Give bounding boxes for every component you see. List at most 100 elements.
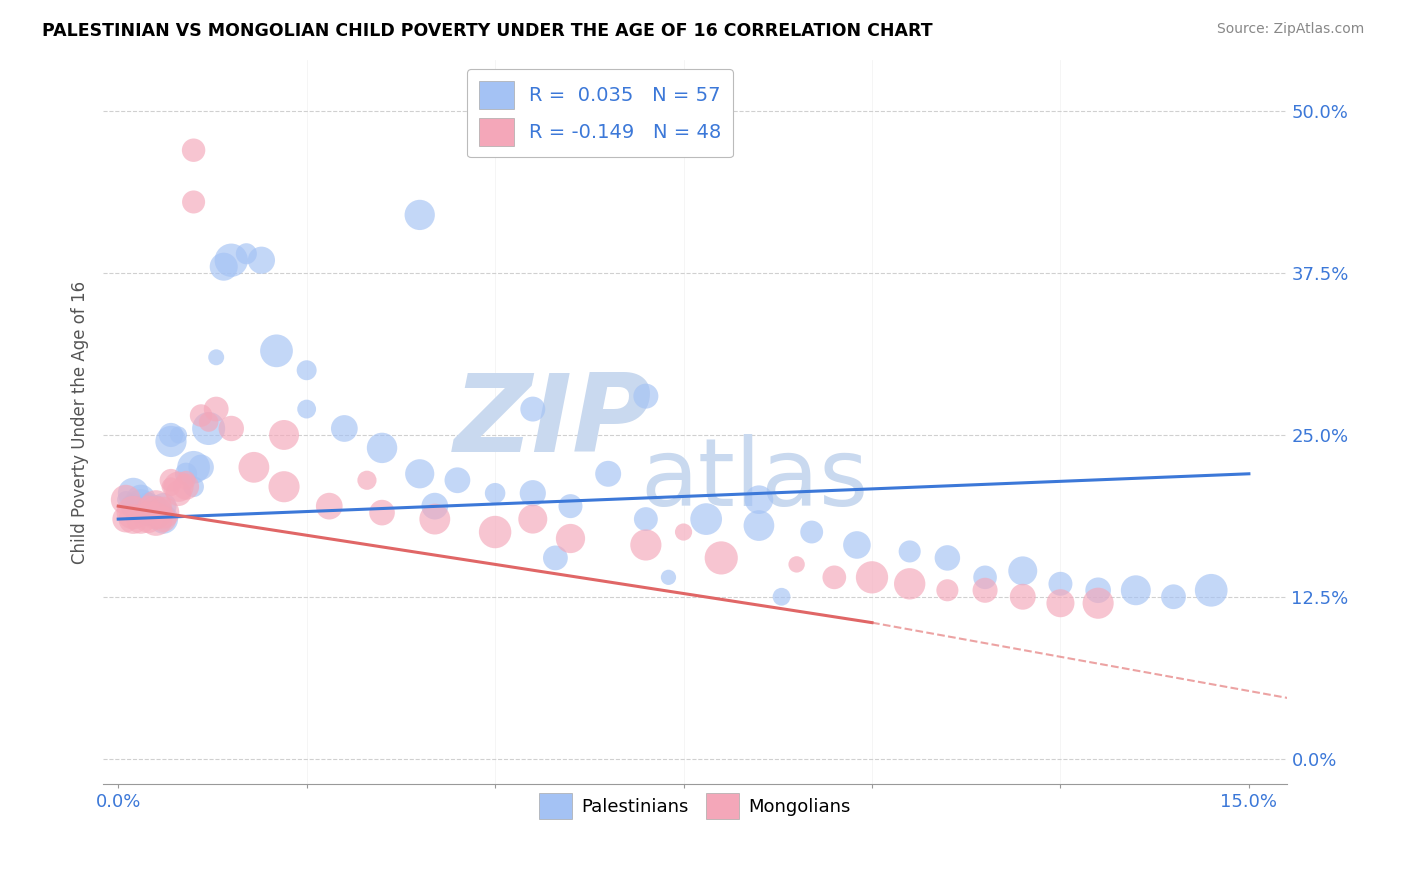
Point bbox=[1087, 583, 1109, 598]
Point bbox=[145, 512, 167, 526]
Point bbox=[695, 512, 717, 526]
Point bbox=[160, 428, 183, 442]
Text: atlas: atlas bbox=[640, 434, 868, 526]
Point bbox=[138, 512, 160, 526]
Point bbox=[183, 460, 205, 475]
Point bbox=[423, 499, 446, 513]
Point bbox=[845, 538, 868, 552]
Point bbox=[371, 441, 394, 455]
Point bbox=[1087, 596, 1109, 610]
Point bbox=[138, 506, 160, 520]
Point bbox=[634, 389, 657, 403]
Point bbox=[484, 486, 506, 500]
Point bbox=[250, 253, 273, 268]
Point bbox=[273, 428, 295, 442]
Point bbox=[446, 473, 468, 487]
Point bbox=[598, 467, 620, 481]
Point bbox=[243, 460, 266, 475]
Point bbox=[152, 512, 174, 526]
Point bbox=[1049, 576, 1071, 591]
Point bbox=[138, 499, 160, 513]
Point bbox=[122, 499, 145, 513]
Point bbox=[560, 532, 582, 546]
Point bbox=[219, 253, 242, 268]
Point bbox=[356, 473, 378, 487]
Point bbox=[152, 512, 174, 526]
Text: Source: ZipAtlas.com: Source: ZipAtlas.com bbox=[1216, 22, 1364, 37]
Point bbox=[160, 480, 183, 494]
Point bbox=[160, 434, 183, 449]
Point bbox=[295, 363, 318, 377]
Point bbox=[657, 570, 679, 584]
Text: PALESTINIAN VS MONGOLIAN CHILD POVERTY UNDER THE AGE OF 16 CORRELATION CHART: PALESTINIAN VS MONGOLIAN CHILD POVERTY U… bbox=[42, 22, 932, 40]
Point bbox=[197, 415, 219, 429]
Point bbox=[423, 512, 446, 526]
Point bbox=[672, 524, 695, 539]
Point bbox=[129, 512, 152, 526]
Point bbox=[183, 480, 205, 494]
Point bbox=[409, 467, 432, 481]
Point bbox=[273, 480, 295, 494]
Point bbox=[174, 480, 197, 494]
Point bbox=[145, 499, 167, 513]
Point bbox=[371, 506, 394, 520]
Point bbox=[318, 499, 340, 513]
Point bbox=[122, 506, 145, 520]
Point bbox=[197, 421, 219, 435]
Point bbox=[152, 506, 174, 520]
Point bbox=[190, 409, 212, 423]
Point bbox=[138, 506, 160, 520]
Point bbox=[183, 143, 205, 157]
Point bbox=[1049, 596, 1071, 610]
Point bbox=[974, 583, 997, 598]
Point bbox=[522, 486, 544, 500]
Point bbox=[160, 473, 183, 487]
Point bbox=[129, 506, 152, 520]
Point bbox=[1199, 583, 1222, 598]
Point bbox=[205, 351, 228, 365]
Point bbox=[898, 544, 921, 558]
Point bbox=[560, 499, 582, 513]
Point bbox=[936, 550, 959, 565]
Point bbox=[786, 558, 808, 572]
Point bbox=[634, 512, 657, 526]
Point bbox=[748, 492, 770, 507]
Point bbox=[114, 492, 136, 507]
Point bbox=[544, 550, 567, 565]
Point bbox=[145, 506, 167, 520]
Point bbox=[1011, 564, 1033, 578]
Point bbox=[1163, 590, 1185, 604]
Point bbox=[295, 402, 318, 417]
Point bbox=[1125, 583, 1147, 598]
Point bbox=[122, 512, 145, 526]
Point bbox=[522, 512, 544, 526]
Y-axis label: Child Poverty Under the Age of 16: Child Poverty Under the Age of 16 bbox=[72, 280, 89, 564]
Point bbox=[898, 576, 921, 591]
Point bbox=[167, 480, 190, 494]
Point bbox=[823, 570, 845, 584]
Point bbox=[174, 467, 197, 481]
Point bbox=[129, 499, 152, 513]
Text: ZIP: ZIP bbox=[454, 369, 652, 475]
Point bbox=[145, 499, 167, 513]
Legend: Palestinians, Mongolians: Palestinians, Mongolians bbox=[533, 786, 858, 826]
Point bbox=[190, 460, 212, 475]
Point bbox=[522, 402, 544, 417]
Point bbox=[770, 590, 793, 604]
Point bbox=[860, 570, 883, 584]
Point bbox=[710, 550, 733, 565]
Point bbox=[484, 524, 506, 539]
Point bbox=[167, 428, 190, 442]
Point bbox=[748, 518, 770, 533]
Point bbox=[183, 194, 205, 209]
Point bbox=[152, 499, 174, 513]
Point bbox=[205, 402, 228, 417]
Point bbox=[333, 421, 356, 435]
Point bbox=[145, 506, 167, 520]
Point bbox=[800, 524, 823, 539]
Point bbox=[634, 538, 657, 552]
Point bbox=[219, 421, 242, 435]
Point bbox=[129, 492, 152, 507]
Point bbox=[1011, 590, 1033, 604]
Point bbox=[936, 583, 959, 598]
